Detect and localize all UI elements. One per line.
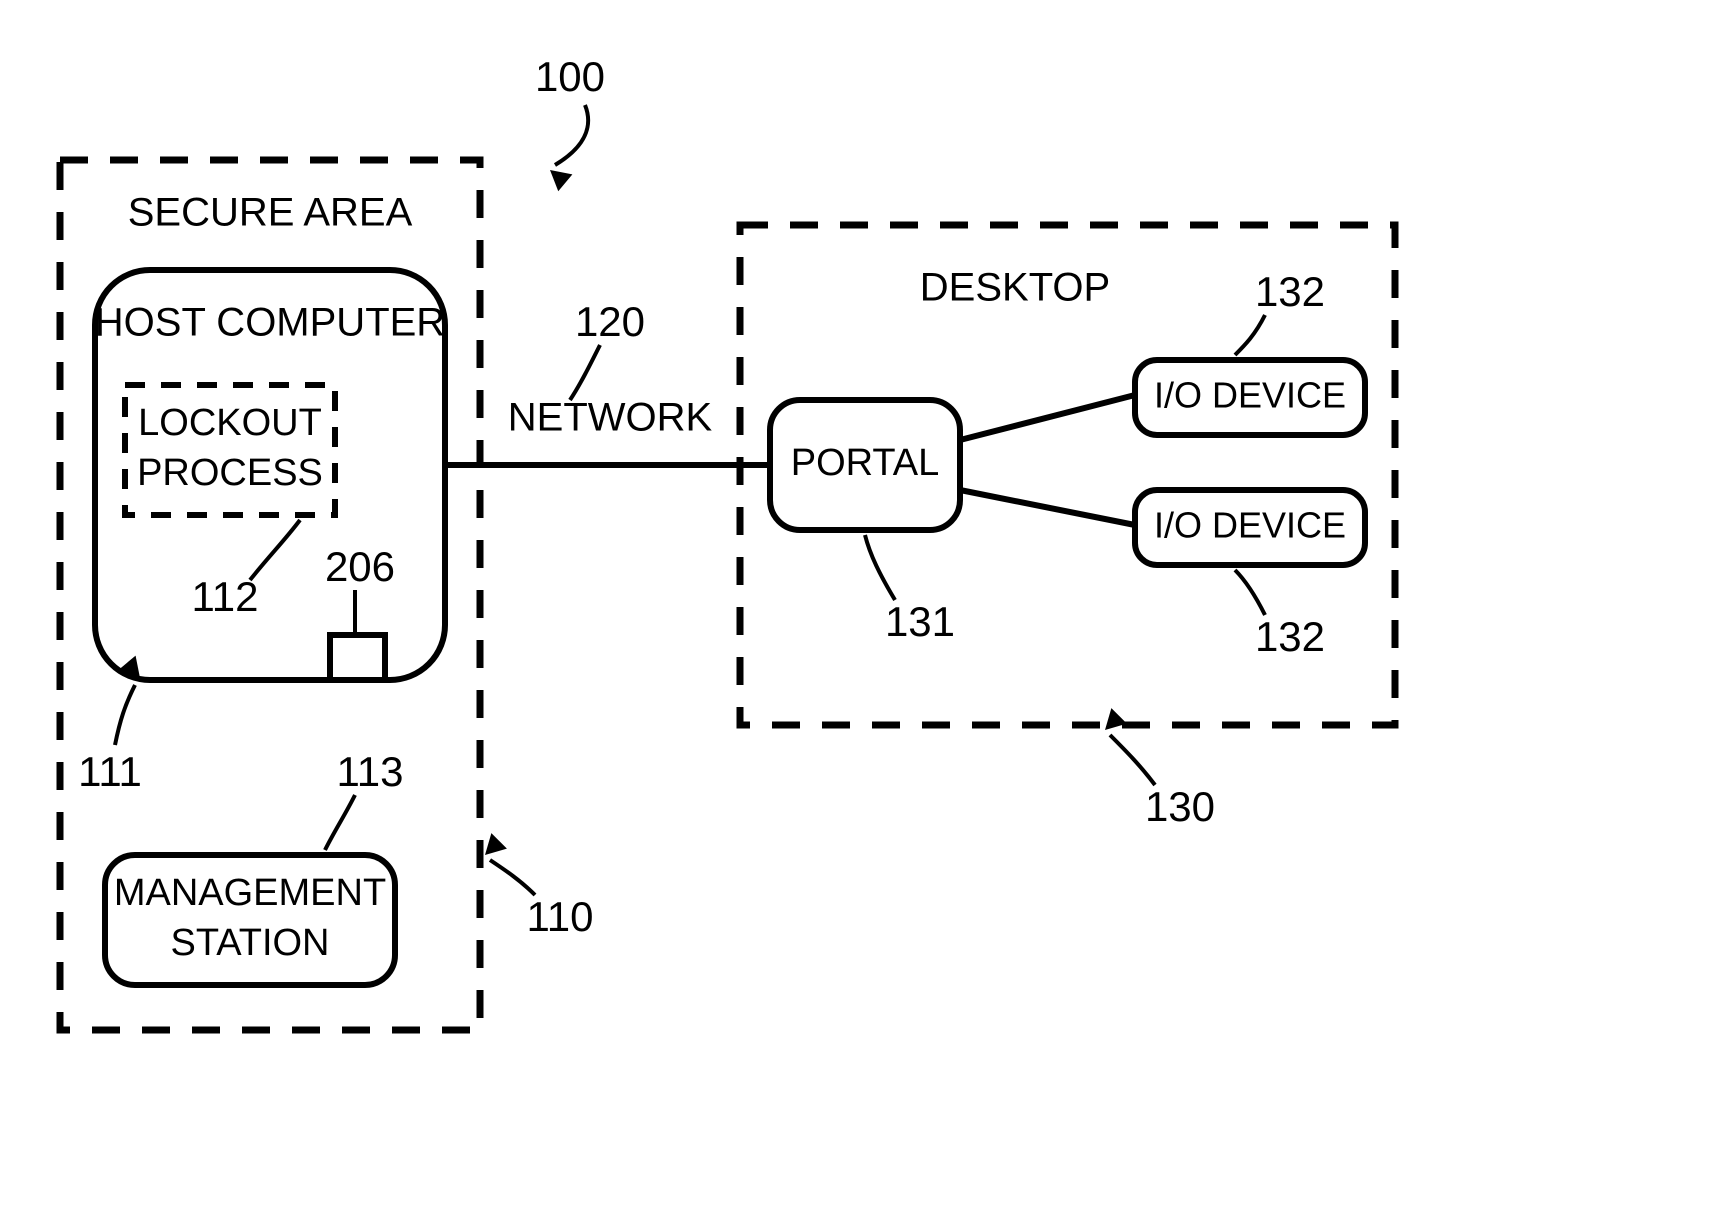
lead-l111 (115, 685, 135, 745)
ref-r111: 111 (78, 748, 142, 795)
diagram-canvas: SECURE AREA HOST COMPUTER LOCKOUT PROCESS MA… (0, 0, 1719, 1231)
lead-l132b (1235, 570, 1265, 615)
io1-label: I/O DEVICE (1154, 375, 1346, 416)
lead-l113 (325, 795, 355, 850)
lead-l120 (570, 345, 600, 400)
portal-label: PORTAL (791, 442, 940, 484)
ref-r110: 110 (527, 893, 594, 940)
mgmt_station-label-2: STATION (170, 922, 329, 964)
io2-label: I/O DEVICE (1154, 505, 1346, 546)
lead-l132a (1235, 315, 1265, 355)
lead-l110 (490, 860, 535, 895)
ref-r120: 120 (575, 298, 645, 345)
ref-r100: 100 (535, 53, 605, 100)
lead-l131 (865, 535, 895, 600)
secure_area-label: SECURE AREA (128, 191, 413, 235)
connector-2 (960, 490, 1135, 525)
host_computer-label: HOST COMPUTER (95, 301, 445, 345)
small_206-box (330, 635, 385, 680)
desktop-label: DESKTOP (920, 266, 1110, 310)
lead-l100 (555, 105, 588, 165)
ref-r131: 131 (885, 598, 955, 645)
lockout_process-label-2: PROCESS (137, 452, 323, 494)
network-label: NETWORK (508, 396, 713, 440)
lead-l130 (1110, 735, 1155, 785)
connector-1 (960, 395, 1135, 440)
ref-r112: 112 (192, 573, 259, 620)
mgmt_station-label-1: MANAGEMENT (114, 872, 386, 914)
ref-r130: 130 (1145, 783, 1215, 830)
ref-r132a: 132 (1255, 268, 1325, 315)
ref-r206: 206 (325, 543, 395, 590)
ref-r132b: 132 (1255, 613, 1325, 660)
lockout_process-label-1: LOCKOUT (138, 402, 322, 444)
ref-r113: 113 (337, 748, 404, 795)
